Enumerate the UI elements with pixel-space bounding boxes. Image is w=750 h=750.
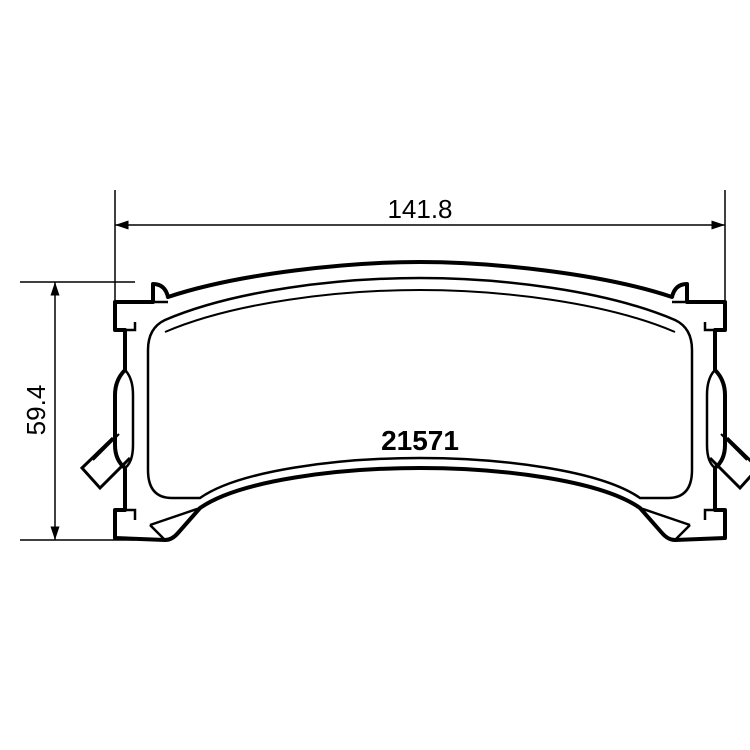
width-dimension-value: 141.8 <box>387 194 452 224</box>
part-number: 21571 <box>381 425 459 456</box>
height-dimension: 59.4 <box>20 282 135 540</box>
backing-plate-outline <box>115 262 725 540</box>
height-dimension-value: 59.4 <box>21 385 51 436</box>
technical-drawing: 141.8 59.4 <box>0 0 750 750</box>
clip-left <box>82 434 130 488</box>
width-dimension: 141.8 <box>115 190 725 300</box>
brake-pad-outline <box>82 262 750 540</box>
drawing-svg: 141.8 59.4 <box>0 0 750 750</box>
